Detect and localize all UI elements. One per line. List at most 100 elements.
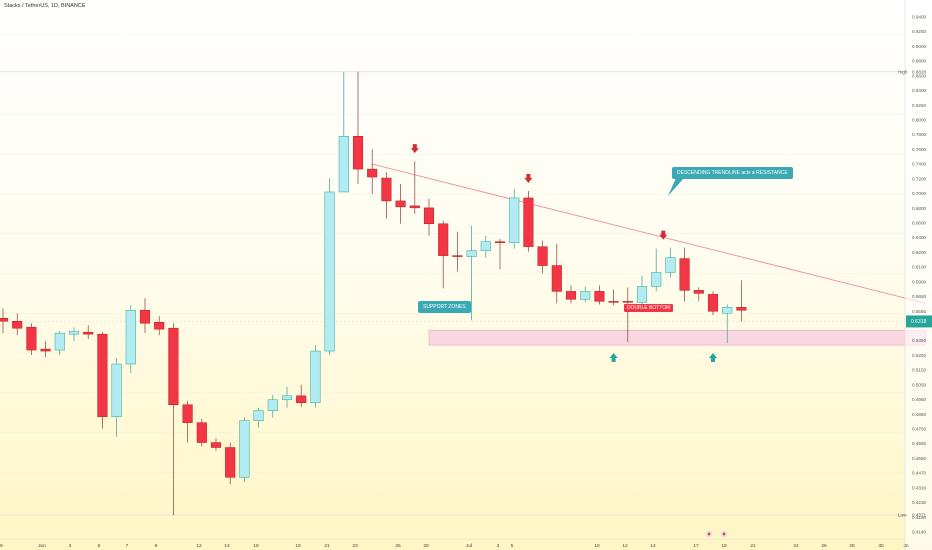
- candle-body-up: [466, 250, 477, 257]
- price-tick-label: 0.7000: [912, 191, 926, 196]
- candle-body-up: [54, 332, 65, 351]
- time-tick-label: 5: [511, 543, 514, 549]
- candle-body-down: [551, 265, 562, 292]
- candle-body-down: [537, 246, 548, 266]
- time-axis: 9 Jun 3 5 7 9 12 14 18 19 21 23 26 28 Jul 3 5 10 12 14 17 19 2…: [0, 530, 909, 549]
- candle-body-down: [83, 331, 94, 335]
- time-tick-label: Jun: [38, 543, 46, 549]
- candle-body-down: [409, 205, 420, 209]
- price-tick-label: 0.8250: [912, 103, 926, 108]
- time-tick-label: 14: [224, 543, 230, 549]
- candle: [494, 238, 506, 270]
- candle: [12, 313, 23, 336]
- time-tick-label: 9: [0, 543, 3, 549]
- price-tick-label: 0.4650: [912, 441, 926, 446]
- price-axis-bg: [905, 0, 932, 550]
- candle: [210, 438, 222, 451]
- candle: [196, 418, 207, 447]
- high-value: 0.8828: [912, 69, 926, 74]
- candle-body-up: [722, 307, 733, 314]
- candle-body-down: [565, 291, 577, 300]
- price-tick-label: 0.6400: [912, 235, 926, 240]
- candle-body-up: [509, 197, 520, 243]
- candle: [0, 308, 9, 334]
- candle: [225, 442, 236, 485]
- price-tick-label: 0.8400: [912, 88, 926, 93]
- price-tick-label: 0.6200: [912, 250, 926, 255]
- candle-body-down: [452, 255, 463, 257]
- candle: [54, 331, 65, 356]
- time-tick-label: 14: [650, 543, 656, 549]
- candle: [253, 407, 264, 428]
- candle-body-up: [665, 257, 676, 273]
- callout-pointer: [668, 178, 684, 196]
- support-arrow: [609, 353, 618, 363]
- candle-body-down: [296, 395, 307, 404]
- time-tick-label: 3: [497, 543, 500, 549]
- time-tick-label: 19: [721, 543, 727, 549]
- candle: [438, 220, 449, 289]
- price-tick-label: 0.4850: [912, 412, 926, 417]
- candle: [352, 71, 364, 185]
- zone-layer: [428, 329, 927, 346]
- candle: [580, 286, 591, 303]
- price-tick-label: 0.5250: [912, 353, 926, 358]
- time-tick-label: 12: [196, 543, 202, 549]
- candle-body-down: [523, 197, 534, 247]
- event-flag-dot: [707, 532, 711, 536]
- price-tick-label: 0.5550: [912, 309, 926, 314]
- candle: [466, 225, 477, 321]
- candle: [68, 327, 80, 342]
- price-tick-label: 0.4140: [912, 530, 926, 535]
- price-tick-label: 0.9000: [912, 44, 926, 49]
- candle: [509, 188, 520, 249]
- candle: [267, 394, 278, 418]
- candle: [182, 400, 193, 443]
- time-tick-label: 26: [395, 543, 401, 549]
- time-tick-label: 30: [878, 543, 884, 549]
- price-tick-label: 0.8800: [912, 59, 926, 64]
- candle-body-up: [651, 272, 662, 287]
- candle-body-up: [580, 291, 591, 300]
- time-tick-label: 26: [821, 543, 827, 549]
- candle-body-up: [338, 136, 349, 193]
- candle-body-down: [381, 177, 392, 202]
- candle: [324, 178, 335, 356]
- candles-layer: [0, 71, 747, 516]
- candle-body-down: [367, 168, 378, 178]
- candle: [594, 285, 605, 305]
- candle-body-down: [608, 301, 619, 303]
- support-arrow: [709, 353, 717, 363]
- time-tick-label: 10: [594, 543, 600, 549]
- candle: [139, 298, 151, 334]
- candle: [367, 149, 378, 194]
- price-tick-label: 0.7200: [912, 176, 926, 181]
- candle-body-up: [281, 395, 293, 401]
- candle: [97, 332, 108, 429]
- candle-body-down: [182, 404, 193, 423]
- candle-body-down: [0, 317, 9, 322]
- price-tick-label: 0.4310: [912, 485, 926, 490]
- low-value: 0.4371: [912, 513, 926, 518]
- time-tick-label: 17: [693, 543, 699, 549]
- high-text: High: [898, 69, 908, 74]
- time-tick-label: 19: [295, 543, 301, 549]
- candle-body-up: [636, 286, 648, 303]
- price-axis: 0.9400 0.9250 0.9000 0.8800 0.8600 0.8400 0.82…: [898, 0, 932, 550]
- candle-body-up: [253, 410, 264, 421]
- annotation-support-zones: SUPPORT ZONES: [418, 301, 471, 313]
- price-tick-label: 0.4180: [912, 515, 926, 520]
- candle: [423, 198, 435, 236]
- candle-body-up: [125, 310, 136, 365]
- candle: [565, 285, 577, 304]
- candle-body-up: [111, 363, 122, 417]
- candle: [722, 304, 733, 344]
- candle: [409, 161, 420, 214]
- candle: [679, 247, 690, 302]
- candle-body-up: [480, 241, 491, 251]
- candle-body-up: [310, 350, 321, 404]
- time-tick-label: 9: [155, 543, 158, 549]
- candle-body-down: [12, 320, 23, 329]
- price-tick-label: 0.7400: [912, 162, 926, 167]
- time-tick-label: 21: [324, 543, 330, 549]
